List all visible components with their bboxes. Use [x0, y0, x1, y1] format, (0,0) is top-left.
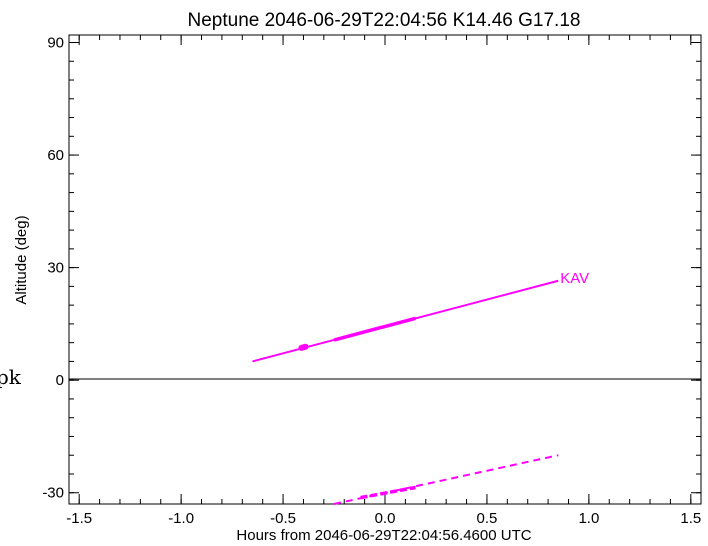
series-line-dot — [298, 343, 309, 351]
y-tick-label: 90 — [47, 35, 64, 52]
y-axis-label: Altitude (deg) — [13, 215, 30, 304]
plot-frame — [68, 34, 702, 505]
y-tick-label: 0 — [56, 372, 64, 389]
x-tick-label: 0.5 — [477, 510, 498, 527]
series-line-dashed — [333, 454, 559, 505]
x-tick-label: -0.5 — [270, 510, 296, 527]
x-tick-label: -1.5 — [66, 510, 92, 527]
y-tick-labels: -30 0 30 60 90 — [42, 35, 64, 502]
series-line-thick — [333, 316, 417, 342]
x-tick-labels: -1.5 -1.0 -0.5 0.0 0.5 1.0 1.5 — [66, 510, 701, 527]
series-group — [252, 279, 559, 505]
side-text: pk — [0, 365, 22, 389]
x-tick-label: 1.5 — [680, 510, 701, 527]
y-tick-label: 60 — [47, 147, 64, 164]
chart-title: Neptune 2046-06-29T22:04:56 K14.46 G17.1… — [188, 10, 581, 31]
x-tick-label: -1.0 — [168, 510, 194, 527]
y-tick-label: 30 — [47, 260, 64, 277]
axis-ticks — [69, 35, 701, 504]
x-tick-label: 0.0 — [375, 510, 396, 527]
x-axis-label: Hours from 2046-06-29T22:04:56.4600 UTC — [236, 527, 531, 544]
series-line-thick-dashed — [360, 485, 416, 500]
x-tick-label: 1.0 — [578, 510, 599, 527]
y-tick-label: -30 — [42, 485, 64, 502]
series-label-kav: KAV — [560, 270, 589, 287]
